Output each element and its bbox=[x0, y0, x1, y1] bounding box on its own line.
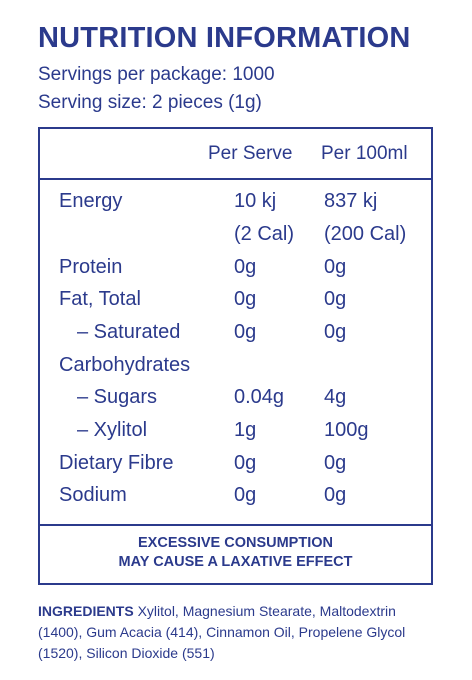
nutrient-label: – Saturated bbox=[77, 321, 181, 343]
per-serve-value: 0g bbox=[234, 484, 257, 506]
nutrient-label: Dietary Fibre bbox=[59, 452, 174, 474]
nutrient-label: – Xylitol bbox=[77, 419, 148, 441]
table-row: Fat, Total 0g 0g bbox=[40, 288, 431, 320]
nutrient-label: – Sugars bbox=[77, 386, 158, 408]
per-serve-value: 10 kj bbox=[234, 190, 277, 212]
warning-line-1: EXCESSIVE CONSUMPTION bbox=[138, 535, 333, 551]
nutrient-label: Carbohydrates bbox=[59, 354, 191, 376]
per-serve-value: (2 Cal) bbox=[234, 223, 295, 245]
table-row: – Xylitol 1g 100g bbox=[40, 419, 431, 451]
per-100-value: 0g bbox=[324, 288, 347, 310]
column-header-per-serve: Per Serve bbox=[208, 143, 293, 164]
per-serve-value: 0g bbox=[234, 321, 257, 343]
table-header: Per Serve Per 100ml bbox=[40, 129, 431, 180]
table-row: Protein 0g 0g bbox=[40, 256, 431, 288]
table-row: Carbohydrates bbox=[40, 354, 431, 386]
servings-per-package: Servings per package: 1000 bbox=[38, 64, 275, 85]
ingredients-text: Xylitol, Magnesium Stearate, Maltodextri… bbox=[38, 603, 406, 661]
table-row: Sodium 0g 0g bbox=[40, 484, 431, 516]
per-100-value: 0g bbox=[324, 452, 347, 474]
table-row: – Sugars 0.04g 4g bbox=[40, 386, 431, 418]
per-serve-value: 0.04g bbox=[234, 386, 285, 408]
per-serve-value: 0g bbox=[234, 452, 257, 474]
per-serve-value: 0g bbox=[234, 288, 257, 310]
warning-line-2: MAY CAUSE A LAXATIVE EFFECT bbox=[118, 554, 353, 570]
nutrition-table: Per Serve Per 100ml Energy 10 kj 837 kj … bbox=[38, 127, 433, 585]
nutrient-label: Fat, Total bbox=[59, 288, 141, 310]
table-row: Energy 10 kj 837 kj bbox=[40, 190, 431, 222]
table-row: (2 Cal) (200 Cal) bbox=[40, 223, 431, 255]
column-header-per-100ml: Per 100ml bbox=[321, 143, 408, 164]
per-serve-value: 0g bbox=[234, 256, 257, 278]
per-100-value: 0g bbox=[324, 256, 347, 278]
per-serve-value: 1g bbox=[234, 419, 257, 441]
table-row: – Saturated 0g 0g bbox=[40, 321, 431, 353]
nutrient-label: Sodium bbox=[59, 484, 127, 506]
per-100-value: (200 Cal) bbox=[324, 223, 407, 245]
page-title: NUTRITION INFORMATION bbox=[38, 22, 411, 54]
table-row: Dietary Fibre 0g 0g bbox=[40, 452, 431, 484]
ingredients-heading: INGREDIENTS bbox=[38, 603, 134, 619]
per-100-value: 4g bbox=[324, 386, 347, 408]
nutrient-label: Energy bbox=[59, 190, 123, 212]
serving-size: Serving size: 2 pieces (1g) bbox=[38, 92, 262, 113]
per-100-value: 837 kj bbox=[324, 190, 378, 212]
laxative-warning: EXCESSIVE CONSUMPTION MAY CAUSE A LAXATI… bbox=[40, 524, 431, 585]
per-100-value: 0g bbox=[324, 484, 347, 506]
nutrient-label: Protein bbox=[59, 256, 123, 278]
per-100-value: 100g bbox=[324, 419, 369, 441]
ingredients-block: INGREDIENTS Xylitol, Magnesium Stearate,… bbox=[38, 601, 438, 664]
per-100-value: 0g bbox=[324, 321, 347, 343]
